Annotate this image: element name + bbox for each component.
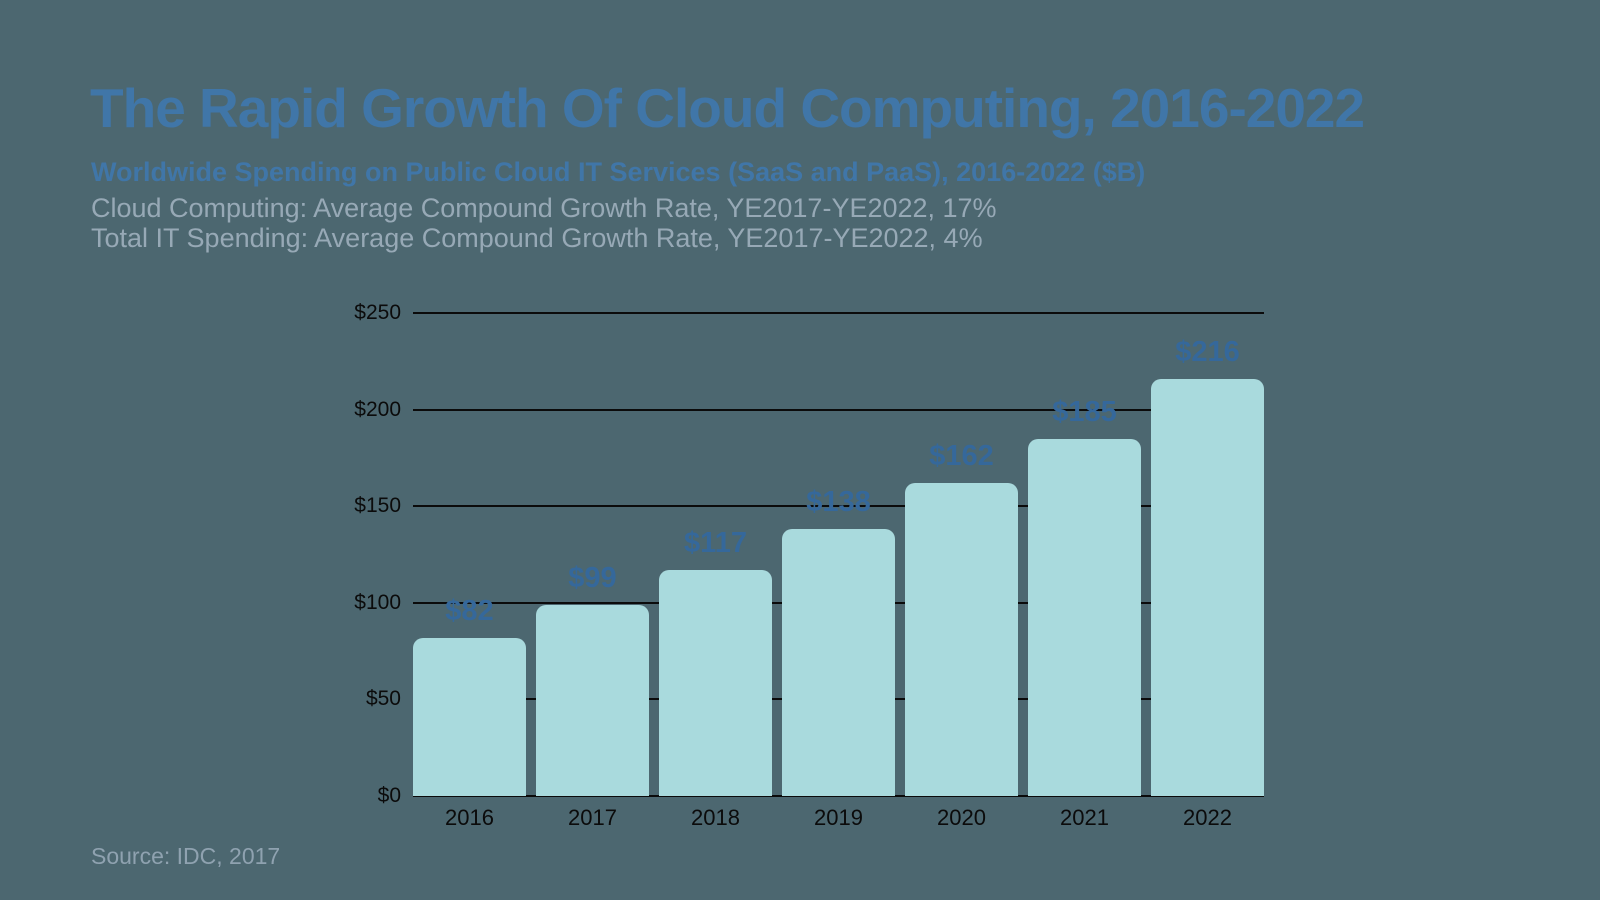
- bar-2018: [659, 569, 772, 796]
- note-total-it-spending-growth-rate: Total IT Spending: Average Compound Grow…: [91, 223, 983, 253]
- bar-value-label-2017: $99: [568, 561, 617, 594]
- page-title: The Rapid Growth Of Cloud Computing, 201…: [90, 77, 1365, 139]
- y-axis-tick-label: $150: [354, 494, 401, 518]
- x-axis-label-2019: 2019: [814, 805, 863, 830]
- y-axis-tick-label: $50: [365, 687, 401, 711]
- source-credit: Source: IDC, 2017: [91, 843, 281, 869]
- gridline-$250: [413, 312, 1264, 314]
- gridline-$0: [413, 795, 1264, 797]
- bar-2020: [905, 483, 1018, 796]
- x-axis-label-2016: 2016: [445, 805, 494, 830]
- bar-2021: [1028, 438, 1141, 796]
- note-cloud-computing-growth-rate: Cloud Computing: Average Compound Growth…: [91, 193, 997, 223]
- y-axis-tick-label: $100: [354, 590, 401, 614]
- bar-value-label-2021: $185: [1052, 395, 1117, 428]
- x-axis-label-2018: 2018: [691, 805, 740, 830]
- x-axis-label-2020: 2020: [937, 805, 986, 830]
- bar-value-label-2016: $82: [445, 594, 494, 627]
- bar-value-label-2018: $117: [684, 526, 747, 559]
- bar-2019: [782, 529, 895, 796]
- y-axis-tick-label: $200: [354, 397, 401, 421]
- x-axis-label-2021: 2021: [1060, 805, 1109, 830]
- y-axis-tick-label: $0: [377, 784, 401, 807]
- bar-2016: [413, 637, 526, 796]
- chart-subtitle: Worldwide Spending on Public Cloud IT Se…: [91, 157, 1146, 187]
- bar-value-label-2020: $162: [929, 440, 994, 473]
- bar-value-label-2022: $216: [1175, 335, 1240, 368]
- x-axis-label-2022: 2022: [1183, 805, 1232, 830]
- gridline-$150: [413, 505, 1264, 508]
- bar-value-label-2019: $138: [806, 486, 871, 519]
- bar-2017: [536, 604, 649, 796]
- gridline-$200: [413, 408, 1264, 411]
- bar-2022: [1151, 378, 1264, 796]
- y-axis-tick-label: $250: [354, 301, 401, 324]
- x-axis-label-2017: 2017: [568, 805, 617, 830]
